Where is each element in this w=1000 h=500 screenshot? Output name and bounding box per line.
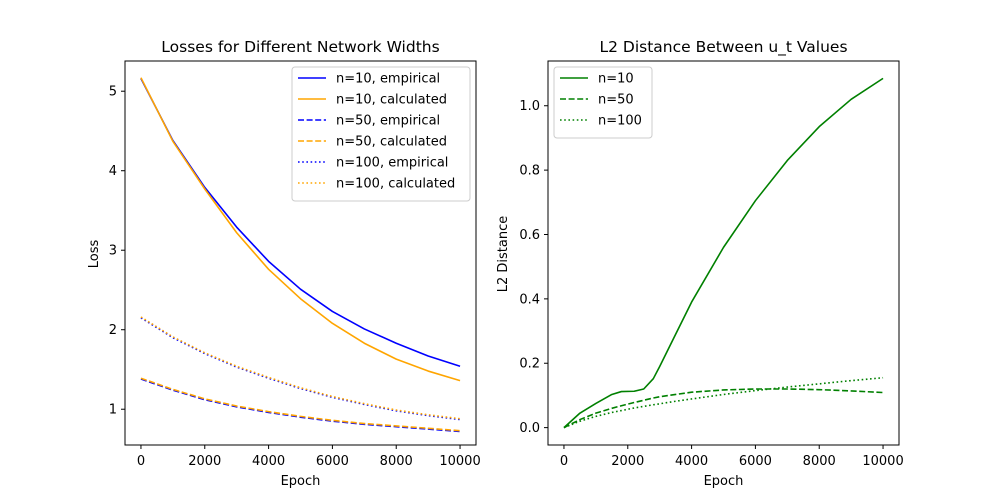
y-tick-label: 2 bbox=[109, 323, 117, 338]
l2-x-axis-label: Epoch bbox=[704, 474, 744, 489]
legend-label: n=100, calculated bbox=[336, 177, 455, 192]
l2-legend: n=10 n=50 n=100 bbox=[553, 66, 653, 139]
loss-plot-area bbox=[140, 77, 461, 433]
l2-distance-chart: L2 Distance Between u_t Values 0 2000 4000… bbox=[496, 38, 904, 489]
y-tick-label: 0.8 bbox=[519, 164, 540, 179]
x-tick-label: 8000 bbox=[380, 454, 413, 469]
series-line-n-50-calculated bbox=[140, 377, 461, 432]
y-tick-label: 0.0 bbox=[519, 421, 540, 436]
x-tick-label: 6000 bbox=[316, 454, 349, 469]
x-tick-label: 10000 bbox=[439, 454, 480, 469]
loss-x-axis-label: Epoch bbox=[281, 474, 321, 489]
y-tick-label: 0.2 bbox=[519, 357, 540, 372]
loss-chart: Losses for Different Network Widths 0 200… bbox=[87, 38, 481, 489]
x-tick-label: 6000 bbox=[739, 454, 772, 469]
loss-chart-title: Losses for Different Network Widths bbox=[161, 38, 439, 56]
legend-label: n=10, calculated bbox=[336, 93, 447, 108]
x-tick-label: 10000 bbox=[862, 454, 903, 469]
x-tick-label: 2000 bbox=[188, 454, 221, 469]
loss-y-axis-label: Loss bbox=[87, 240, 102, 269]
series-line-n-10 bbox=[563, 77, 884, 429]
legend-label: n=50, calculated bbox=[336, 135, 447, 150]
x-tick-label: 2000 bbox=[611, 454, 644, 469]
y-tick-label: 4 bbox=[109, 164, 117, 179]
series-line-n-50 bbox=[563, 388, 884, 429]
y-tick-label: 1.0 bbox=[519, 99, 540, 114]
x-tick-label: 0 bbox=[137, 454, 145, 469]
l2-plot-area bbox=[563, 77, 884, 429]
x-tick-label: 4000 bbox=[252, 454, 285, 469]
y-tick-label: 3 bbox=[109, 244, 117, 259]
legend-label: n=100 bbox=[598, 114, 642, 129]
legend-label: n=10 bbox=[598, 72, 634, 87]
axes-frame bbox=[547, 60, 900, 446]
legend-box bbox=[553, 66, 653, 139]
legend-label: n=50 bbox=[598, 93, 634, 108]
loss-legend: n=10, empirical n=10, calculated n=50, emp… bbox=[291, 66, 471, 202]
l2-chart-title: L2 Distance Between u_t Values bbox=[599, 38, 847, 57]
legend-label: n=50, empirical bbox=[336, 114, 440, 129]
loss-axes: 0 2000 4000 6000 8000 10000 1 2 3 4 5 bbox=[109, 60, 481, 469]
x-tick-label: 4000 bbox=[675, 454, 708, 469]
legend-label: n=100, empirical bbox=[336, 156, 448, 171]
y-tick-label: 0.6 bbox=[519, 228, 540, 243]
series-line-n-10-calculated bbox=[140, 77, 461, 382]
y-tick-label: 0.4 bbox=[519, 292, 540, 307]
y-tick-label: 5 bbox=[109, 85, 117, 100]
x-tick-label: 0 bbox=[560, 454, 568, 469]
l2-axes: 0 2000 4000 6000 8000 10000 0.0 0.2 0.4 0.6 0.8 1.0 bbox=[519, 60, 904, 469]
y-tick-label: 1 bbox=[109, 403, 117, 418]
x-tick-label: 8000 bbox=[803, 454, 836, 469]
l2-y-axis-label: L2 Distance bbox=[496, 216, 511, 293]
legend-box bbox=[291, 66, 471, 202]
legend-label: n=10, empirical bbox=[336, 72, 440, 87]
axes-frame bbox=[124, 60, 477, 446]
